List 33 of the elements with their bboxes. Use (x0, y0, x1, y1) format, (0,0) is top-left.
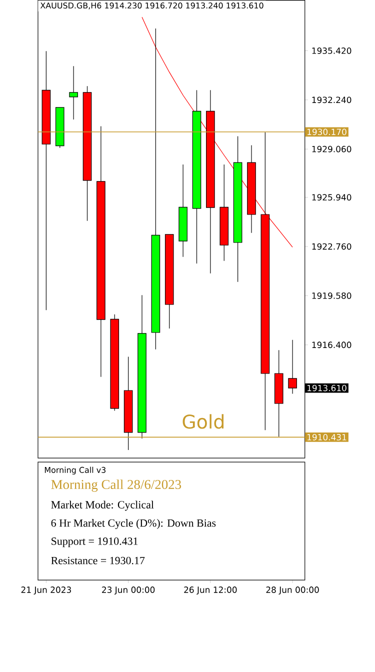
text: Morning Call 28/6/2023 (51, 480, 182, 492)
candlestick (124, 356, 133, 450)
y-tick-label: 1925.940 (312, 194, 352, 201)
y-tick-label: 1932.240 (312, 96, 352, 104)
y-tick-label: 1919.580 (312, 292, 352, 299)
candlestick (138, 294, 146, 439)
y-tick-label: 1929.060 (312, 146, 352, 152)
candlestick (42, 50, 51, 310)
candlestick (247, 144, 256, 234)
text: Market Mode: Cyclical (51, 500, 154, 511)
text: Support = 1910.431 (52, 537, 138, 548)
candlestick (220, 164, 229, 262)
text: Resistance = 1930.17 (51, 556, 145, 564)
category-label: 21 Jun 2023 (21, 586, 72, 595)
category-label: 26 Jun 12:00 (184, 586, 237, 595)
candlestick (151, 28, 160, 350)
y-tick-label: 1916.400 (312, 342, 352, 348)
candlestick (192, 90, 202, 264)
text: 1913.610 (308, 384, 346, 392)
candlestick (69, 66, 78, 120)
annotation: Gold (182, 414, 224, 429)
candlestick (96, 126, 106, 378)
ref-line-label: 1930.170 (308, 128, 346, 136)
ref-line-label: 1910.431 (308, 434, 346, 440)
text: 6 Hr Market Cycle (D%): Down Bias (51, 519, 216, 529)
category-label: 28 Jun 00:00 (266, 586, 319, 595)
candlestick (233, 136, 242, 282)
candlestick (288, 340, 298, 394)
y-tick-label: 1935.420 (312, 48, 352, 54)
y-tick-label: 1922.760 (312, 243, 352, 250)
category-label: 23 Jun 00:00 (102, 586, 155, 595)
candlestick (178, 164, 188, 258)
candlestick (274, 350, 284, 438)
